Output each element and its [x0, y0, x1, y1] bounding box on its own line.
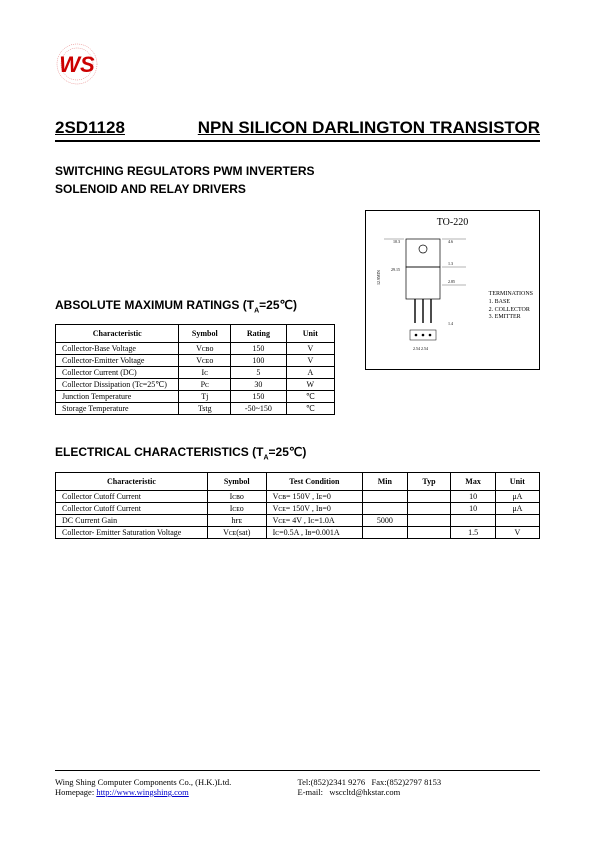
footer-left: Wing Shing Computer Components Co., (H.K… — [55, 777, 298, 797]
footer-right: Tel:(852)2341 9276 Fax:(852)2797 8153 E-… — [298, 777, 541, 797]
part-number: 2SD1128 — [55, 118, 125, 138]
table-row: Collector-Base VoltageVᴄʙᴏ150V — [56, 343, 335, 355]
table-row: Collector Dissipation (Tc=25℃)Pᴄ30W — [56, 379, 335, 391]
table-row: Collector Current (DC)Iᴄ5A — [56, 367, 335, 379]
company-logo: WS — [55, 42, 99, 91]
package-name: TO-220 — [372, 217, 533, 228]
header: 2SD1128 NPN SILICON DARLINGTON TRANSISTO… — [55, 118, 540, 142]
product-title: NPN SILICON DARLINGTON TRANSISTOR — [198, 118, 540, 138]
table-header-row: Characteristic Symbol Test Condition Min… — [56, 472, 540, 490]
table-row: Junction TemperatureTj150℃ — [56, 391, 335, 403]
email-label: E-mail: — [298, 787, 324, 797]
svg-text:2.54 2.54: 2.54 2.54 — [413, 346, 428, 351]
subtitle-line-2: SOLENOID AND RELAY DRIVERS — [55, 180, 540, 198]
table-row: Collector Cutoff CurrentIᴄʙᴏVᴄʙ= 150V , … — [56, 490, 540, 502]
package-outline-icon: 10.3 4.6 1.3 29.15 2.85 12.9MIN 1.4 2.54… — [376, 235, 471, 355]
amr-table: Characteristic Symbol Rating Unit Collec… — [55, 324, 335, 415]
homepage-label: Homepage: — [55, 787, 94, 797]
svg-text:2.85: 2.85 — [448, 279, 455, 284]
table-row: Collector Cutoff CurrentIᴄᴇᴏVᴄᴇ= 150V , … — [56, 502, 540, 514]
svg-text:10.3: 10.3 — [393, 239, 400, 244]
svg-text:WS: WS — [59, 52, 95, 77]
subtitle-line-1: SWITCHING REGULATORS PWM INVERTERS — [55, 162, 540, 180]
table-row: Collector-Emitter VoltageVᴄᴇᴏ100V — [56, 355, 335, 367]
svg-text:12.9MIN: 12.9MIN — [376, 270, 381, 285]
terminations-list: TERMINATIONS 1. BASE 2. COLLECTOR 3. EMI… — [489, 291, 533, 322]
table-row: DC Current GainhғᴇVᴄᴇ= 4V , Iᴄ=1.0A5000 — [56, 514, 540, 526]
tel: Tel:(852)2341 9276 — [298, 777, 366, 787]
application-subtitle: SWITCHING REGULATORS PWM INVERTERS SOLEN… — [55, 162, 540, 198]
fax: Fax:(852)2797 8153 — [372, 777, 442, 787]
svg-text:4.6: 4.6 — [448, 239, 453, 244]
terminal-1: 1. BASE — [489, 299, 533, 307]
table-row: Storage TemperatureTstg-50~150℃ — [56, 403, 335, 415]
terminations-header: TERMINATIONS — [489, 291, 533, 299]
elec-section-title: ELECTRICAL CHARACTERISTICS (TA=25℃) — [55, 445, 540, 461]
homepage-link[interactable]: http://www.wingshing.com — [96, 787, 188, 797]
svg-text:1.3: 1.3 — [448, 261, 453, 266]
package-diagram: TO-220 10.3 4.6 1.3 29.15 2.85 12.9MIN 1… — [365, 210, 540, 370]
company-name: Wing Shing Computer Components Co., (H.K… — [55, 777, 298, 787]
svg-text:29.15: 29.15 — [391, 267, 400, 272]
elec-table: Characteristic Symbol Test Condition Min… — [55, 472, 540, 539]
email: wsccltd@hkstar.com — [329, 787, 400, 797]
table-row: Collector- Emitter Saturation VoltageVᴄᴇ… — [56, 526, 540, 538]
svg-text:1.4: 1.4 — [448, 321, 453, 326]
table-header-row: Characteristic Symbol Rating Unit — [56, 325, 335, 343]
terminal-3: 3. EMITTER — [489, 314, 533, 322]
terminal-2: 2. COLLECTOR — [489, 307, 533, 315]
footer: Wing Shing Computer Components Co., (H.K… — [55, 770, 540, 797]
